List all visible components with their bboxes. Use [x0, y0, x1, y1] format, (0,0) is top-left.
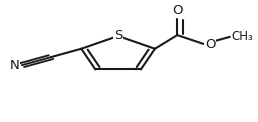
- Text: O: O: [205, 38, 216, 51]
- Text: CH₃: CH₃: [232, 30, 254, 43]
- Text: N: N: [10, 59, 19, 72]
- Text: O: O: [172, 4, 182, 17]
- Text: S: S: [114, 30, 122, 42]
